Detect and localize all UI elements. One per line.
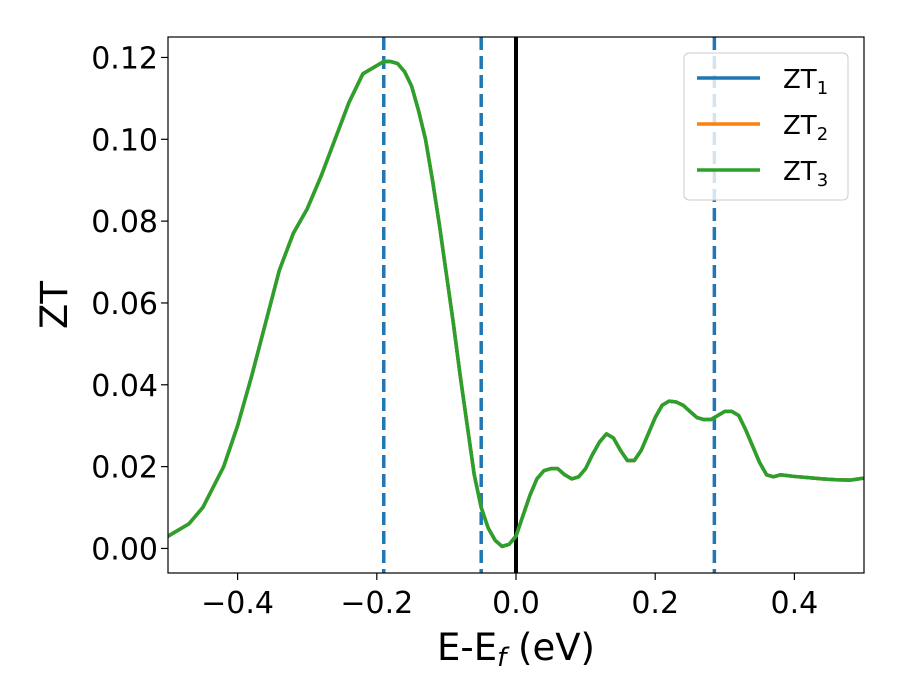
legend-label-2: ZT2 bbox=[783, 111, 828, 145]
legend-label-subscript: 3 bbox=[817, 170, 828, 191]
y-tick-label: 0.02 bbox=[91, 451, 158, 486]
series-line-3 bbox=[168, 59, 864, 549]
reference-lines bbox=[382, 37, 717, 573]
legend-label-main: ZT bbox=[783, 111, 817, 141]
x-tick-label: −0.4 bbox=[201, 586, 274, 621]
y-axis-ticks: 0.00 0.02 0.04 0.06 0.08 0.10 0.12 bbox=[91, 41, 168, 567]
y-tick-label: 0.12 bbox=[91, 41, 158, 76]
y-tick-label: 0.06 bbox=[91, 287, 158, 322]
x-tick-label: 0.4 bbox=[771, 586, 819, 621]
legend-label-main: ZT bbox=[783, 65, 817, 95]
x-tick-label: −0.2 bbox=[340, 586, 413, 621]
y-axis-title: ZT bbox=[33, 281, 76, 329]
legend-label-main: ZT bbox=[783, 157, 817, 187]
legend-label-subscript: 2 bbox=[817, 124, 828, 145]
y-tick-label: 0.10 bbox=[91, 123, 158, 158]
y-tick-label: 0.08 bbox=[91, 205, 158, 240]
legend-label-1: ZT1 bbox=[783, 65, 828, 99]
x-tick-label: 0.0 bbox=[492, 586, 540, 621]
legend-box bbox=[683, 52, 849, 201]
x-axis-ticks: −0.4 −0.2 0.0 0.2 0.4 bbox=[201, 573, 818, 621]
x-axis-title-main: E-E bbox=[437, 626, 497, 669]
series-lines bbox=[168, 59, 864, 549]
x-axis-title: E-Ef (eV) bbox=[437, 626, 595, 673]
x-axis-title-unit: (eV) bbox=[506, 626, 595, 669]
legend-label-subscript: 1 bbox=[817, 78, 828, 99]
y-tick-label: 0.04 bbox=[91, 369, 158, 404]
y-tick-label: 0.00 bbox=[91, 532, 158, 567]
legend-label-3: ZT3 bbox=[783, 157, 828, 191]
x-tick-label: 0.2 bbox=[631, 586, 679, 621]
